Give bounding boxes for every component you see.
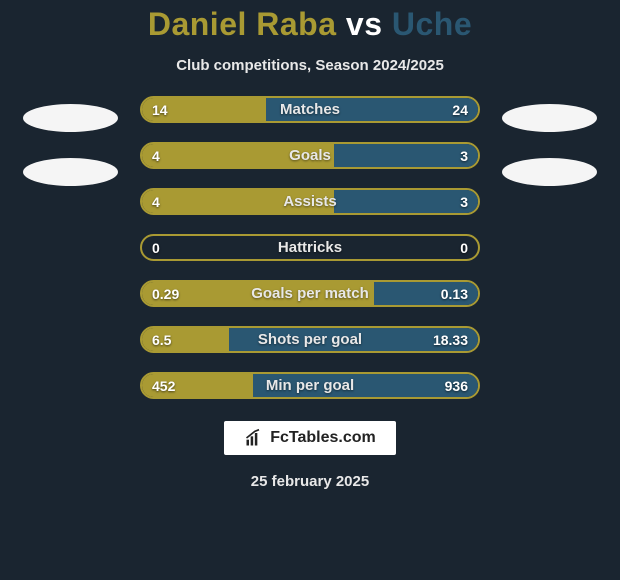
stat-bar-right: [334, 190, 478, 213]
stat-bar-right: [334, 144, 478, 167]
content-row: 1424Matches43Goals43Assists00Hattricks0.…: [0, 96, 620, 399]
stat-row: 0.290.13Goals per match: [140, 280, 480, 307]
stat-bar-left: [142, 190, 334, 213]
player1-avatar-col: [23, 104, 118, 186]
stat-row: 0 0Hattricks: [140, 234, 480, 261]
stat-value-left: 6.5: [152, 332, 171, 348]
player2-avatar-placeholder-2: [502, 158, 597, 186]
stat-row: 43Assists: [140, 188, 480, 215]
player1-avatar-placeholder-2: [23, 158, 118, 186]
date-text: 25 february 2025: [251, 473, 369, 490]
stat-row: 452936Min per goal: [140, 372, 480, 399]
stat-value-right: 0: [460, 240, 468, 256]
player2-avatar-placeholder-1: [502, 104, 597, 132]
stat-value-right: 24: [452, 102, 468, 118]
stat-label: Hattricks: [142, 239, 478, 256]
stat-value-right: 0.13: [441, 286, 468, 302]
stat-value-left: 0: [152, 240, 160, 256]
player1-avatar-placeholder-1: [23, 104, 118, 132]
stat-value-right: 936: [445, 378, 468, 394]
stat-value-left: 4: [152, 148, 160, 164]
vs-title: Daniel Raba vs Uche: [148, 6, 472, 43]
branding-box: FcTables.com: [224, 421, 396, 455]
stat-value-left: 4: [152, 194, 160, 210]
stat-value-left: 452: [152, 378, 175, 394]
stats-column: 1424Matches43Goals43Assists00Hattricks0.…: [140, 96, 480, 399]
stat-bar-right: [266, 98, 478, 121]
stat-value-left: 0.29: [152, 286, 179, 302]
stat-value-right: 18.33: [433, 332, 468, 348]
stat-value-left: 14: [152, 102, 168, 118]
stat-row: 43Goals: [140, 142, 480, 169]
player1-name: Daniel Raba: [148, 6, 337, 42]
vs-separator: vs: [337, 6, 392, 42]
subtitle: Club competitions, Season 2024/2025: [176, 57, 444, 74]
stat-row: 6.518.33Shots per goal: [140, 326, 480, 353]
player2-avatar-col: [502, 104, 597, 186]
stat-row: 1424Matches: [140, 96, 480, 123]
player2-name: Uche: [392, 6, 472, 42]
branding-text: FcTables.com: [270, 429, 376, 447]
chart-icon: [244, 428, 264, 448]
stat-value-right: 3: [460, 148, 468, 164]
stat-value-right: 3: [460, 194, 468, 210]
stat-bar-left: [142, 144, 334, 167]
infographic-root: Daniel Raba vs Uche Club competitions, S…: [0, 0, 620, 580]
